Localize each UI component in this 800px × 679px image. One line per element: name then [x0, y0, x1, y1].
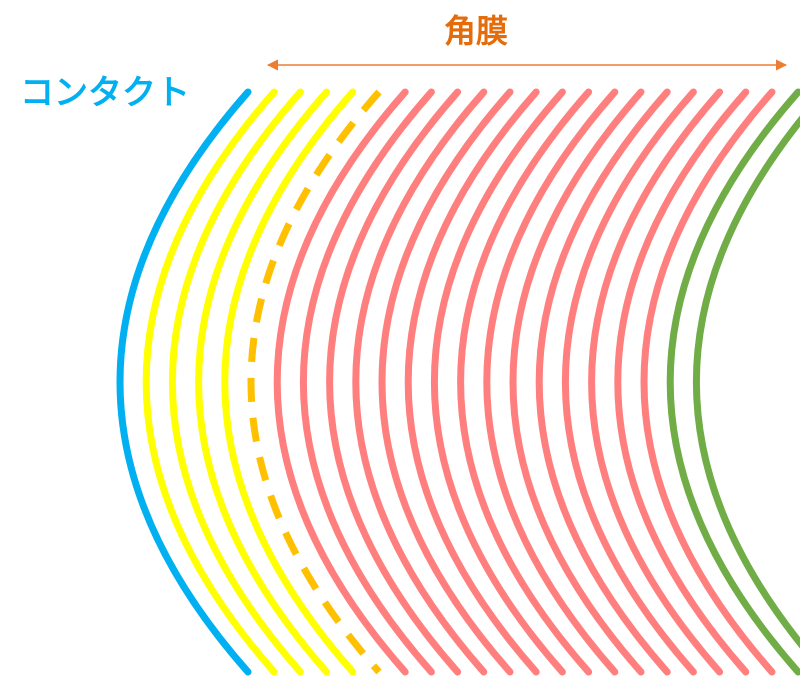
- tear-layer-curve-1: [142, 88, 278, 676]
- cornea-layer-curve-6: [404, 88, 540, 676]
- cornea-layer-curve-4: [352, 88, 488, 676]
- cornea-layer-curve-15: [640, 88, 776, 676]
- cornea-layer-curve-10: [509, 88, 645, 676]
- cornea-surface-dashed-curve: [247, 89, 382, 675]
- cornea-layer-curve-1: [273, 88, 409, 676]
- cornea-layer-curve-13: [588, 88, 724, 676]
- tear-layer-curve-2: [169, 88, 304, 676]
- cornea-inner-curve-1: [666, 88, 800, 676]
- cornea-layer-curve-2: [300, 88, 435, 676]
- tear-layer-curve-4: [221, 88, 357, 676]
- cornea-label: 角膜: [444, 12, 508, 50]
- cornea-layer-curve-3: [326, 88, 462, 676]
- contact-label: コンタクト: [20, 73, 190, 113]
- curves-group: [116, 88, 800, 676]
- cornea-layer-curve-5: [378, 88, 514, 676]
- cornea-layer-curve-12: [562, 88, 697, 676]
- cornea-layer-curve-8: [457, 88, 593, 676]
- cornea-layer-curve-7: [431, 88, 566, 676]
- contact-lens-curve: [116, 88, 252, 676]
- cornea-inner-curve-2: [693, 115, 800, 649]
- cornea-layer-curve-9: [483, 88, 619, 676]
- tear-layer-curve-3: [195, 88, 331, 676]
- cornea-layer-curve-11: [535, 88, 671, 676]
- cornea-layer-curve-14: [614, 88, 750, 676]
